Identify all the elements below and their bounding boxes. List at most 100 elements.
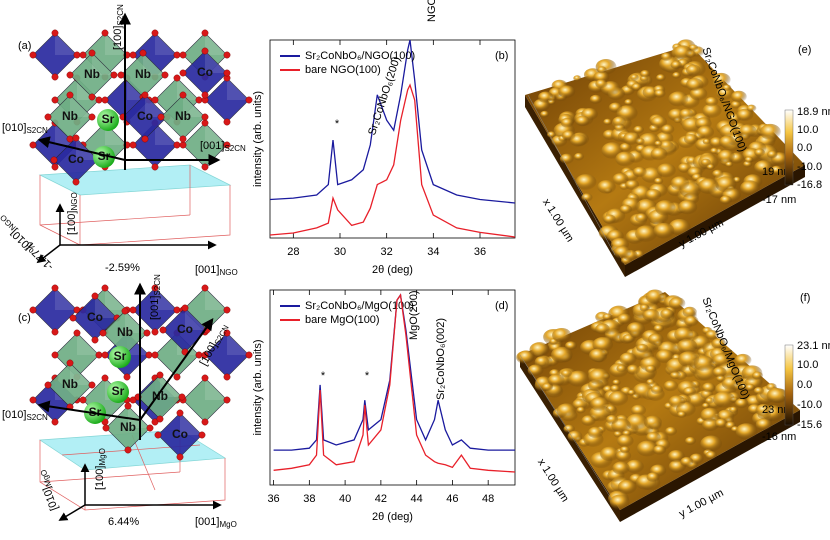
oxygen xyxy=(201,284,209,292)
atom-label: Co xyxy=(172,427,188,441)
afm-grain xyxy=(759,123,781,140)
colorbar xyxy=(784,109,794,186)
octahedron-face xyxy=(180,413,202,435)
afm-grain xyxy=(680,456,694,467)
afm-grain xyxy=(646,378,655,386)
afm-grain xyxy=(752,371,764,380)
afm-grain xyxy=(670,60,682,70)
atom-label: Nb xyxy=(84,67,100,81)
atom-label: Co xyxy=(197,65,213,79)
afm-grain xyxy=(770,165,783,175)
afm-grain xyxy=(653,222,675,239)
afm-grain xyxy=(700,407,720,422)
afm-grain xyxy=(650,147,668,161)
octahedron-face xyxy=(125,311,147,333)
x-axis-label: 2θ (deg) xyxy=(372,264,413,276)
afm-grain xyxy=(624,99,634,106)
afm-side xyxy=(620,410,800,522)
oxygen xyxy=(91,336,99,344)
oxygen xyxy=(201,91,209,99)
atom-label: Co xyxy=(177,322,193,336)
panel-label: (a) xyxy=(18,40,31,52)
substrate-a xyxy=(38,164,232,246)
afm-grain xyxy=(517,350,535,364)
afm-grain xyxy=(597,179,616,194)
oxygen xyxy=(173,51,181,59)
oxygen xyxy=(51,96,59,104)
oxygen xyxy=(51,351,59,359)
annotation: * xyxy=(365,370,370,382)
afm-side xyxy=(625,165,805,277)
afm-grain xyxy=(588,368,610,385)
afm-grain xyxy=(663,380,679,392)
oxygen xyxy=(223,306,231,314)
sr-atom xyxy=(107,381,129,403)
afm-grain xyxy=(639,304,650,312)
afm-grain xyxy=(755,418,773,431)
octahedron-face xyxy=(92,53,114,75)
atom-label: Nb xyxy=(152,389,168,403)
afm-grain xyxy=(608,391,629,406)
series-line xyxy=(270,40,515,204)
afm-grain xyxy=(656,163,676,178)
afm-grain xyxy=(715,176,737,193)
afm-grain xyxy=(660,124,675,135)
oxygen xyxy=(223,373,231,381)
afm-grain xyxy=(701,382,716,393)
afm-grain xyxy=(705,450,717,460)
oxygen xyxy=(161,71,169,79)
oxygen xyxy=(145,351,153,359)
panel-label: (f) xyxy=(800,292,810,304)
x-tick-label: 34 xyxy=(427,246,439,258)
afm-grain xyxy=(700,158,712,167)
axis-label: [010]S2CN xyxy=(2,122,48,135)
afm-grain xyxy=(540,110,550,118)
oxygen xyxy=(129,51,137,59)
octahedron-face xyxy=(143,53,165,75)
afm-grain xyxy=(636,343,649,353)
sr-atom xyxy=(93,146,115,168)
oxygen xyxy=(159,326,167,334)
colorbar-label: 0.0 xyxy=(797,379,812,391)
octahedron-face xyxy=(55,288,77,310)
afm-grain xyxy=(730,100,742,109)
afm-grain xyxy=(645,188,662,201)
octahedron-face xyxy=(205,288,227,310)
z-min: -16 nm xyxy=(762,431,796,443)
afm-grain xyxy=(573,75,582,82)
x-tick-label: 38 xyxy=(303,493,315,505)
afm-grain xyxy=(735,398,749,409)
afm-grain xyxy=(595,323,610,335)
octahedron-face xyxy=(77,333,99,355)
afm-grain xyxy=(710,147,719,155)
oxygen xyxy=(101,29,109,37)
afm-grain xyxy=(638,132,660,149)
oxygen xyxy=(73,51,81,59)
octahedron-face xyxy=(227,333,249,355)
afm-grain xyxy=(616,364,627,373)
oxygen xyxy=(223,51,231,59)
oxygen xyxy=(101,96,109,104)
oxygen xyxy=(51,73,59,81)
oxygen xyxy=(69,314,77,322)
oxygen xyxy=(72,178,80,186)
oxygen xyxy=(139,49,147,57)
afm-grain xyxy=(668,450,685,463)
afm-grain xyxy=(713,391,735,408)
afm-grain xyxy=(745,383,756,392)
octahedron-face xyxy=(105,33,127,55)
atom-label: Nb xyxy=(120,420,136,434)
afm-grain xyxy=(567,430,583,442)
oxygen xyxy=(151,328,159,336)
oxygen xyxy=(201,418,209,426)
afm-grain xyxy=(645,289,665,304)
oxygen xyxy=(223,118,231,126)
z-min: -17 nm xyxy=(762,194,796,206)
afm-grain xyxy=(655,349,675,364)
colorbar-label: -16.8 xyxy=(797,179,822,191)
afm-grain xyxy=(559,153,574,165)
afm-grain xyxy=(572,398,588,411)
colorbar-label: 0.0 xyxy=(797,142,812,154)
afm-grain xyxy=(635,213,648,223)
afm-grain xyxy=(734,353,752,367)
